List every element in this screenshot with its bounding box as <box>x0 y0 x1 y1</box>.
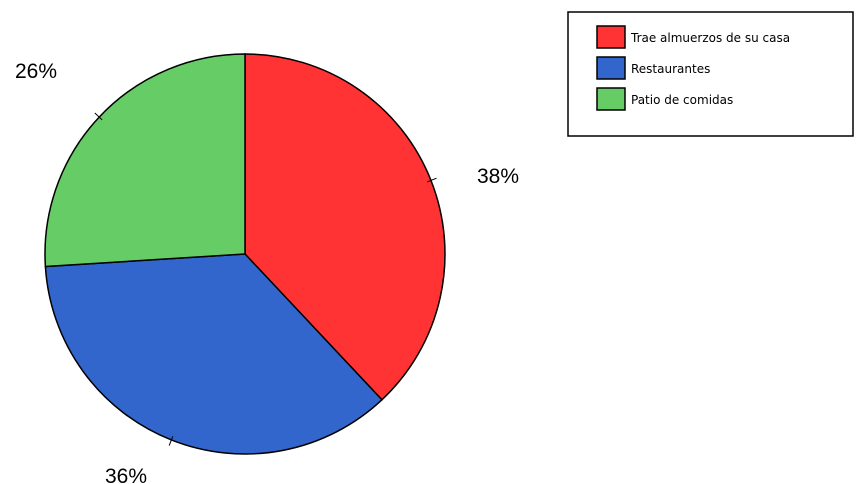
pie-leader-tick <box>94 112 103 121</box>
legend-swatch-patio-de-comidas <box>596 87 626 111</box>
pie-value-label: 38% <box>477 165 519 188</box>
legend-items: Trae almuerzos de su casa Restaurantes Pat… <box>596 25 790 111</box>
legend-swatch-restaurantes <box>596 56 626 80</box>
pie-value-label: 26% <box>15 60 57 83</box>
legend-label-restaurantes: Restaurantes <box>631 62 710 76</box>
legend: Trae almuerzos de su casa Restaurantes Pat… <box>567 11 854 137</box>
pie-value-label: 36% <box>105 465 147 484</box>
legend-label-patio-de-comidas: Patio de comidas <box>631 93 733 107</box>
pie-leader-tick <box>168 436 174 446</box>
pie-slices <box>44 53 446 455</box>
pie-value-labels: 38% 36% 26% <box>15 60 519 484</box>
pie-slice-patio-de-comidas <box>44 53 246 268</box>
pie-leader-tick <box>427 177 437 183</box>
legend-swatch-trae-almuerzos-de-su-casa <box>596 25 626 49</box>
legend-label-trae-almuerzos-de-su-casa: Trae almuerzos de su casa <box>630 31 790 45</box>
